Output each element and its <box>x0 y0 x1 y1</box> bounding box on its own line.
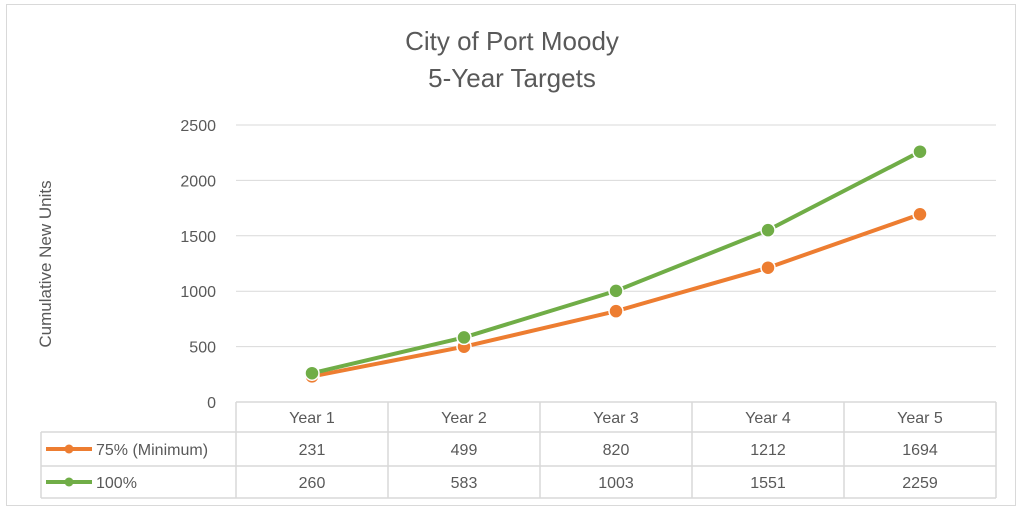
legend-label: 100% <box>96 475 137 492</box>
y-tick-label: 2000 <box>180 173 216 190</box>
data-point <box>608 303 624 319</box>
table-cell-value: 1694 <box>902 442 938 459</box>
table-cell-value: 1551 <box>750 475 786 492</box>
x-category-label: Year 3 <box>593 410 639 427</box>
table-cell-value: 820 <box>603 442 630 459</box>
chart-title-line-1: City of Port Moody <box>405 26 619 56</box>
data-point <box>456 329 472 346</box>
y-tick-label: 500 <box>189 340 216 357</box>
chart-frame <box>6 4 1016 506</box>
data-point <box>912 143 928 160</box>
data-point <box>608 283 624 299</box>
x-category-label: Year 4 <box>745 410 791 427</box>
table-cell-value: 2259 <box>902 475 938 492</box>
table-cell-value: 583 <box>451 475 478 492</box>
chart-title-line-2: 5-Year Targets <box>428 63 596 93</box>
y-tick-label: 1000 <box>180 284 216 301</box>
x-category-label: Year 1 <box>289 410 335 427</box>
data-point <box>304 365 320 381</box>
table-cell-value: 1003 <box>598 475 634 492</box>
y-tick-label: 1500 <box>180 229 216 246</box>
legend-marker-icon <box>64 477 74 487</box>
y-axis-label: Cumulative New Units <box>36 180 55 347</box>
data-point <box>912 206 928 223</box>
table-cell-value: 231 <box>299 442 326 459</box>
table-cell-value: 260 <box>299 475 326 492</box>
table-cell-value: 1212 <box>750 442 786 459</box>
x-category-label: Year 2 <box>441 410 487 427</box>
data-point <box>760 259 776 276</box>
legend-marker-icon <box>64 444 74 454</box>
x-category-label: Year 5 <box>897 410 943 427</box>
y-tick-label: 2500 <box>180 118 216 135</box>
data-point <box>760 222 776 238</box>
series-line <box>311 149 921 376</box>
legend-label: 75% (Minimum) <box>96 442 208 459</box>
table-cell-value: 499 <box>451 442 478 459</box>
y-tick-label: 0 <box>207 395 216 412</box>
